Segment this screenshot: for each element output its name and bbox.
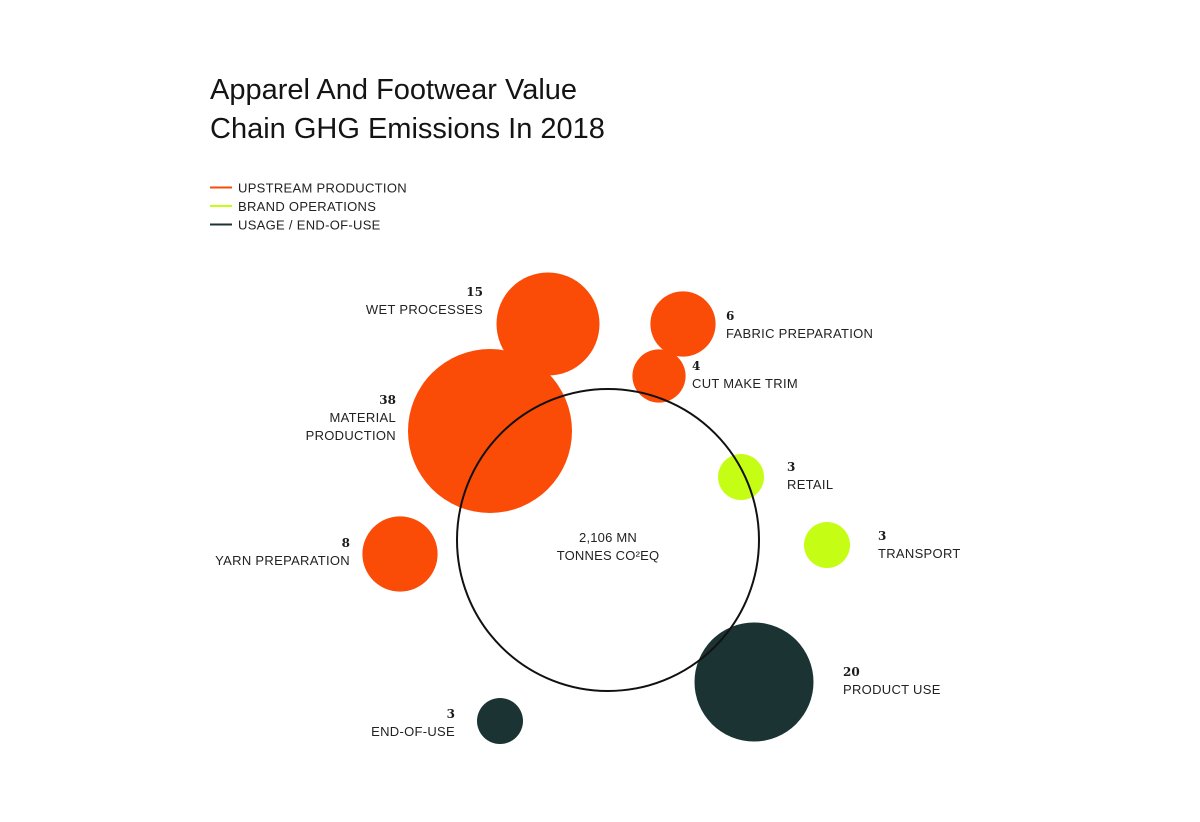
bubble-labels: 15 WET PROCESSES 6 FABRIC PREPARATION 4 CUT M… bbox=[215, 285, 960, 739]
category-label-yarn-preparation: YARN PREPARATION bbox=[215, 553, 350, 568]
category-label-end-of-use: END-OF-USE bbox=[371, 724, 455, 739]
category-label-wet-processes: WET PROCESSES bbox=[366, 302, 483, 317]
value-label-end-of-use: 3 bbox=[447, 707, 455, 721]
chart-title: Apparel And Footwear Value Chain GHG Emi… bbox=[210, 74, 605, 145]
bubble-end-of-use bbox=[477, 698, 523, 744]
category-label-fabric-preparation: FABRIC PREPARATION bbox=[726, 326, 873, 341]
bubble-retail bbox=[718, 454, 764, 500]
bubble-wet-processes bbox=[496, 272, 600, 376]
legend-label-brand: BRAND OPERATIONS bbox=[238, 199, 376, 214]
category-label-product-use: PRODUCT USE bbox=[843, 682, 941, 697]
category-label-material-production-2: PRODUCTION bbox=[306, 428, 396, 443]
bubble-cut-make-trim bbox=[632, 349, 686, 403]
category-label-cut-make-trim: CUT MAKE TRIM bbox=[692, 376, 798, 391]
value-label-cut-make-trim: 4 bbox=[692, 359, 700, 373]
chart-title-line-1: Apparel And Footwear Value bbox=[210, 74, 577, 106]
chart-title-line-2: Chain GHG Emissions In 2018 bbox=[210, 113, 605, 145]
legend-label-upstream: UPSTREAM PRODUCTION bbox=[238, 181, 407, 196]
category-label-retail: RETAIL bbox=[787, 477, 833, 492]
legend-label-usage: USAGE / END-OF-USE bbox=[238, 218, 381, 233]
bubble-fabric-preparation bbox=[650, 291, 716, 357]
value-label-fabric-preparation: 6 bbox=[726, 309, 734, 323]
value-label-material-production: 38 bbox=[379, 393, 396, 407]
category-label-material-production-1: MATERIAL bbox=[330, 410, 396, 425]
value-label-product-use: 20 bbox=[843, 665, 860, 679]
value-label-wet-processes: 15 bbox=[466, 285, 483, 299]
bubble-product-use bbox=[694, 622, 814, 742]
center-label: 2,106 MN TONNES CO²EQ bbox=[557, 530, 660, 563]
bubble-transport bbox=[804, 522, 850, 568]
value-label-yarn-preparation: 8 bbox=[342, 536, 350, 550]
center-label-line-1: 2,106 MN bbox=[579, 530, 637, 545]
value-label-transport: 3 bbox=[878, 529, 886, 543]
total-ring bbox=[456, 388, 760, 692]
center-label-line-2: TONNES CO²EQ bbox=[557, 548, 660, 563]
bubble-material-production bbox=[408, 349, 572, 513]
bubbles bbox=[362, 272, 850, 744]
bubble-yarn-preparation bbox=[362, 516, 438, 592]
value-label-retail: 3 bbox=[787, 460, 795, 474]
legend: UPSTREAM PRODUCTION BRAND OPERATIONS USAGE… bbox=[210, 181, 407, 233]
category-label-transport: TRANSPORT bbox=[878, 546, 961, 561]
